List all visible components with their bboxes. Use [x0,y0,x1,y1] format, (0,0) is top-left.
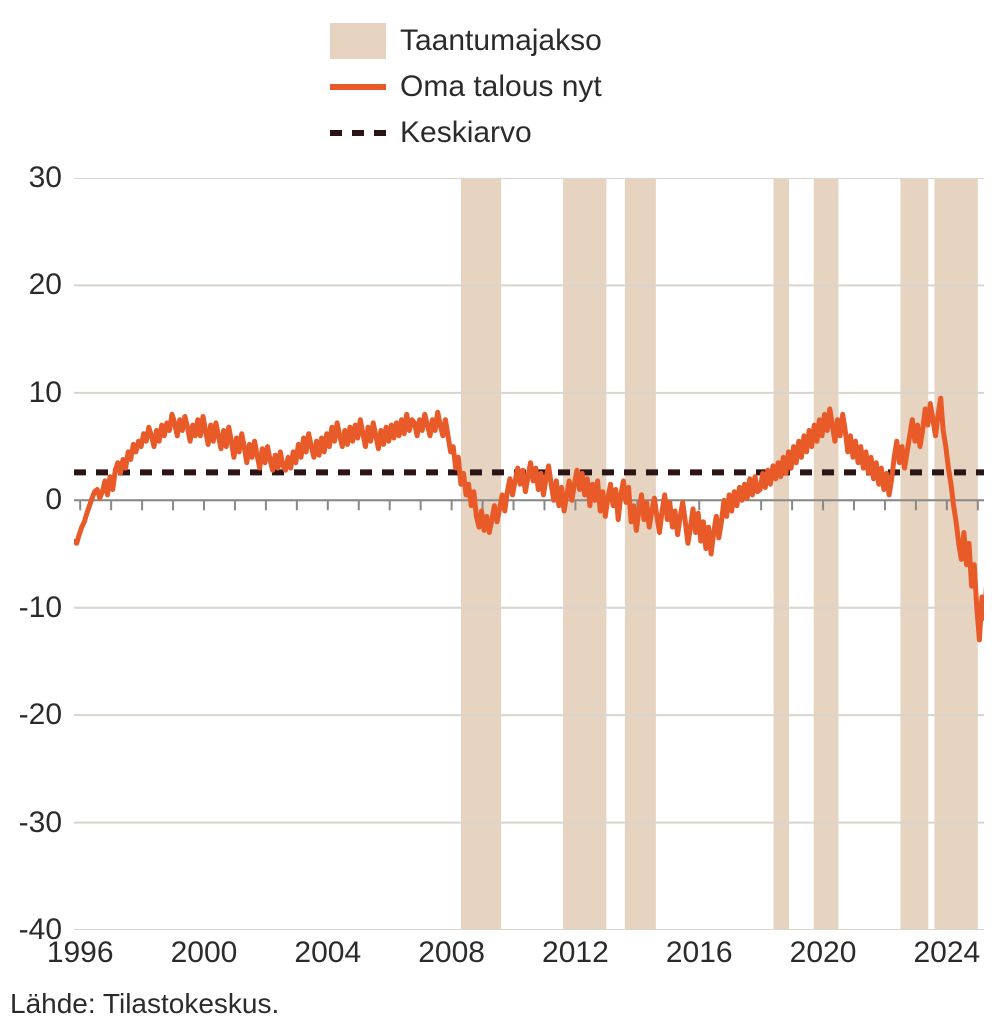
x-tick-label: 2008 [418,936,485,970]
plot-area [74,178,984,930]
y-tick-label: 10 [29,376,62,410]
legend-label: Oma talous nyt [400,70,602,104]
y-tick-label: 30 [29,161,62,195]
legend-item-series: Oma talous nyt [330,64,602,110]
x-tick-label: 2016 [666,936,733,970]
legend-item-recession: Taantumajakso [330,18,602,64]
x-tick-label: 2000 [171,936,238,970]
x-tick-label: 2024 [913,936,980,970]
plot-svg [74,178,984,930]
y-tick-label: -30 [19,806,62,840]
y-tick-label: 0 [45,483,62,517]
legend-label: Taantumajakso [400,24,602,58]
y-tick-label: 20 [29,268,62,302]
legend-swatch-box [330,23,386,59]
y-tick-label: -10 [19,591,62,625]
legend-swatch-line [330,84,386,90]
legend-item-average: Keskiarvo [330,110,602,156]
legend-swatch-dash [330,130,386,136]
legend-label: Keskiarvo [400,116,532,150]
x-tick-label: 2012 [542,936,609,970]
x-tick-label: 1996 [47,936,114,970]
y-tick-label: -20 [19,698,62,732]
x-tick-label: 2020 [790,936,857,970]
legend: Taantumajakso Oma talous nyt Keskiarvo [330,18,602,156]
source-text: Lähde: Tilastokeskus. [10,988,279,1020]
chart-container: Taantumajakso Oma talous nyt Keskiarvo -… [0,0,1002,1024]
y-axis-labels: -40-30-20-100102030 [0,178,70,930]
x-tick-label: 2004 [294,936,361,970]
